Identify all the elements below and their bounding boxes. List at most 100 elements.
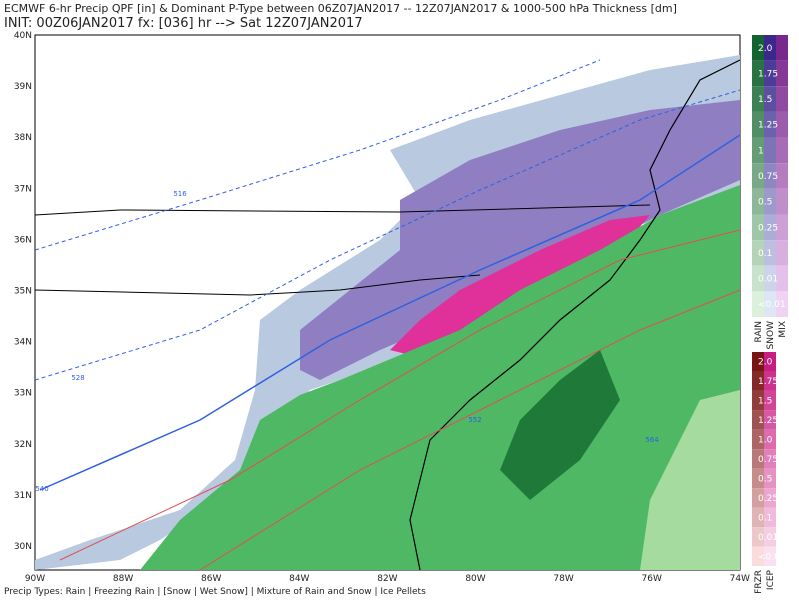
legend-cell — [752, 188, 764, 215]
legend-label: <0.01 — [758, 300, 786, 310]
legend-cell — [764, 468, 776, 489]
legend-label: 1 — [758, 146, 764, 156]
lat-label: 37N — [14, 184, 32, 194]
lat-label: 39N — [14, 82, 32, 92]
legend-label: 0.01 — [758, 275, 778, 285]
lon-label: 86W — [201, 574, 221, 584]
legend-column-label: SNOW — [766, 321, 776, 350]
legend-cell — [764, 371, 776, 391]
lon-label: 74W — [730, 574, 750, 584]
legend-label: 0.5 — [758, 198, 772, 208]
lat-label: 31N — [14, 491, 32, 501]
legend-label: 0.1 — [758, 513, 772, 523]
legend-cell — [764, 137, 776, 164]
legend-cell — [752, 527, 764, 547]
legend-cell — [752, 352, 764, 372]
legend-top: 2.0 1.75 1.5 1.25 1 0.75 0.5 0.25 0.1 0.01 <0.01 RA… — [752, 35, 788, 349]
legend-cell — [764, 390, 776, 411]
legend-label: 1.25 — [758, 121, 778, 131]
lon-labels: 90W 88W 86W 84W 82W 80W 78W 76W 74W — [25, 574, 750, 584]
contour-label: 564 — [645, 436, 659, 444]
lat-label: 33N — [14, 389, 32, 399]
map — [34, 34, 741, 571]
legend-cell — [764, 527, 776, 547]
legend-cell — [776, 240, 788, 266]
legend-cell — [776, 188, 788, 215]
legend-cell — [764, 111, 776, 138]
legend-cell — [752, 60, 764, 87]
legend-cell — [752, 507, 764, 528]
legend-column-label: RAIN — [754, 321, 764, 342]
legend-cell — [752, 111, 764, 138]
lat-label: 34N — [14, 338, 32, 348]
legend-cell — [752, 137, 764, 164]
lat-labels: 40N 39N 38N 37N 36N 35N 34N 33N 32N 31N 30N — [14, 31, 32, 552]
legend-cell — [752, 291, 764, 317]
legend-column-label: ICEP — [766, 569, 776, 590]
contour-labels: 516 528 540 552 564 — [35, 190, 659, 493]
lat-label: 38N — [14, 133, 32, 143]
contour-label: 540 — [35, 485, 48, 493]
lon-label: 88W — [113, 574, 133, 584]
legend-label: 0.75 — [758, 172, 778, 182]
legend-label: 0.5 — [758, 474, 772, 484]
lon-label: 78W — [553, 574, 573, 584]
legend-label: 0.25 — [758, 223, 778, 233]
contour-label: 528 — [71, 374, 84, 382]
legend-label: 2.0 — [758, 358, 773, 368]
legend-cell — [776, 291, 788, 317]
lon-label: 84W — [289, 574, 309, 584]
lat-label: 35N — [14, 287, 32, 297]
legend-cell — [764, 265, 776, 292]
legend-cell — [764, 488, 776, 508]
legend-cell — [752, 86, 764, 112]
legend-label: 0.1 — [758, 249, 772, 259]
lon-label: 76W — [642, 574, 662, 584]
legend-cell — [764, 214, 776, 241]
legend-label: 0.01 — [758, 533, 778, 543]
legend-cell — [776, 111, 788, 138]
legend-label: 0.25 — [758, 494, 778, 504]
legend-cell — [764, 86, 776, 112]
lat-label: 40N — [14, 31, 32, 41]
legend-cell — [776, 163, 788, 189]
legend-cell — [752, 390, 764, 411]
legend-cell — [752, 163, 764, 189]
legend-cell — [764, 35, 776, 61]
header-line1: ECMWF 6-hr Precip QPF [in] & Dominant P-… — [4, 2, 677, 15]
legend-cell — [764, 449, 776, 469]
legend-cell — [764, 163, 776, 189]
contour-label: 516 — [173, 190, 187, 198]
legend-label: 1.75 — [758, 377, 778, 387]
legend-cell — [764, 410, 776, 430]
legend-cell — [776, 35, 788, 61]
legend-cell — [776, 60, 788, 87]
legend-cell — [776, 265, 788, 292]
legend-label: 2.0 — [758, 44, 773, 54]
legend-cell — [752, 214, 764, 241]
legend-label: 1.0 — [758, 436, 773, 446]
lat-label: 36N — [14, 235, 32, 245]
legend-column-label: MIX — [778, 321, 788, 338]
lon-label: 82W — [377, 574, 397, 584]
legend-cell — [764, 507, 776, 528]
lat-label: 30N — [14, 542, 32, 552]
legend-label: 1.25 — [758, 416, 778, 426]
legend-label: <0.01 — [758, 552, 786, 562]
legend-cell — [764, 546, 776, 566]
legend-cell — [752, 429, 764, 450]
legend-label: 1.5 — [758, 95, 772, 105]
header-line2: INIT: 00Z06JAN2017 fx: [036] hr --> Sat … — [4, 16, 363, 31]
legend-cell — [752, 488, 764, 508]
legend-label: 1.5 — [758, 397, 772, 407]
legend-cell — [752, 546, 764, 566]
legend-cell — [764, 352, 776, 372]
legend-cell — [764, 60, 776, 87]
legend-cell — [752, 410, 764, 430]
legend-cell — [776, 214, 788, 241]
legend-cell — [776, 86, 788, 112]
legend-cell — [776, 137, 788, 164]
legend-label: 0.75 — [758, 455, 778, 465]
legend-cell — [752, 265, 764, 292]
